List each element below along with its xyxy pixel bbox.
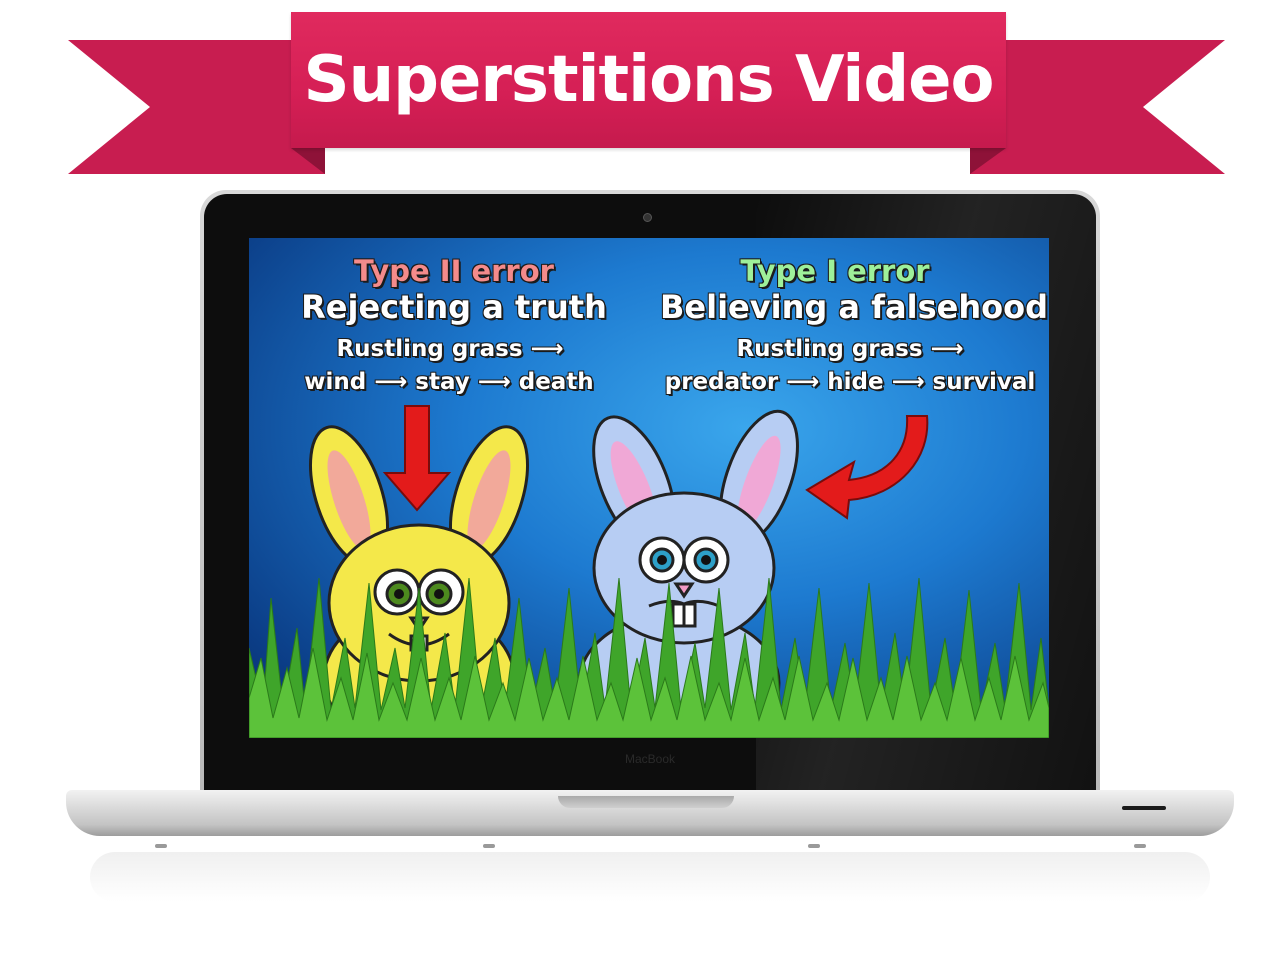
red-curved-arrow-icon: [805, 415, 929, 520]
laptop-foot: [483, 844, 495, 848]
right-rustling-grass-text: Rustling grass ⟶: [736, 336, 964, 362]
ribbon-left-fold: [291, 148, 325, 174]
type-ii-error-heading: Type II error: [354, 254, 554, 288]
laptop-foot: [1134, 844, 1146, 848]
right-outcome-text: predator ⟶ hide ⟶ survival: [664, 369, 1036, 395]
ribbon-right-tail: [970, 40, 1225, 174]
ribbon-banner: [68, 40, 1225, 174]
rejecting-truth-heading: Rejecting a truth: [301, 288, 607, 326]
ribbon-main-band: [291, 12, 1006, 148]
laptop-opening-notch: [558, 796, 734, 808]
webcam-icon: [643, 213, 652, 222]
laptop-reflection: [90, 852, 1210, 902]
banner-title: Superstitions Video: [303, 43, 994, 117]
ribbon-left-tail: [68, 40, 325, 174]
ribbon-right-fold: [970, 148, 1006, 174]
red-down-arrow-icon: [382, 405, 452, 512]
laptop-foot: [808, 844, 820, 848]
type-i-error-heading: Type I error: [740, 254, 930, 288]
sleep-indicator-icon: [1122, 806, 1166, 810]
slide-illustration: [249, 405, 1049, 738]
laptop-brand-label: MacBook: [624, 752, 676, 766]
grass-illustration: [249, 577, 1049, 738]
left-rustling-grass-text: Rustling grass ⟶: [336, 336, 564, 362]
believing-falsehood-heading: Believing a falsehood: [660, 288, 1049, 326]
left-outcome-text: wind ⟶ stay ⟶ death: [304, 369, 594, 395]
laptop-foot: [155, 844, 167, 848]
